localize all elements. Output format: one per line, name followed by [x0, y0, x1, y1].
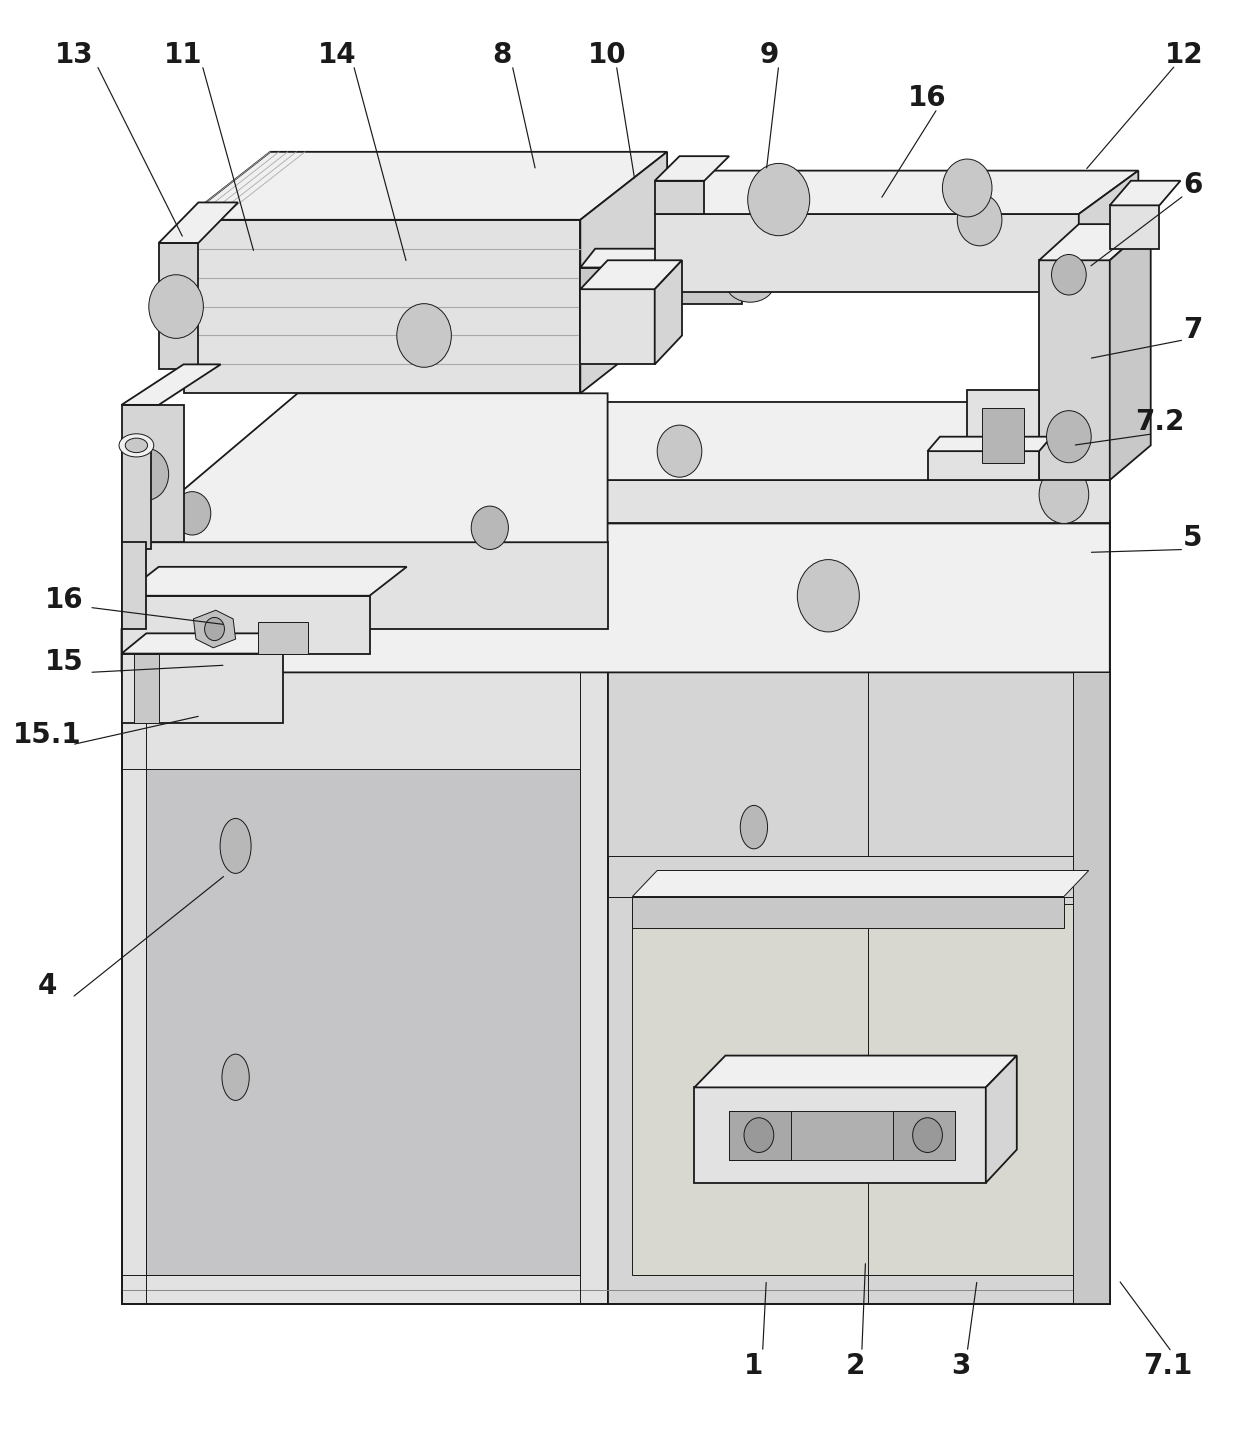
Text: 15: 15 — [45, 648, 84, 677]
Polygon shape — [655, 214, 1079, 292]
Ellipse shape — [125, 438, 148, 453]
Polygon shape — [122, 542, 146, 629]
Polygon shape — [298, 480, 1110, 523]
Text: 14: 14 — [317, 40, 357, 69]
Text: 7.1: 7.1 — [1143, 1352, 1193, 1381]
Polygon shape — [298, 402, 1110, 480]
Polygon shape — [580, 249, 756, 268]
Circle shape — [797, 560, 859, 632]
Polygon shape — [1110, 224, 1151, 480]
Polygon shape — [632, 870, 1089, 897]
Polygon shape — [122, 672, 608, 1304]
Polygon shape — [580, 289, 655, 364]
Polygon shape — [982, 408, 1024, 463]
Circle shape — [1052, 254, 1086, 295]
Text: 6: 6 — [1183, 171, 1203, 200]
Polygon shape — [694, 1056, 1017, 1087]
Polygon shape — [655, 156, 729, 181]
Polygon shape — [122, 567, 407, 596]
Polygon shape — [1110, 205, 1159, 249]
Text: 3: 3 — [951, 1352, 971, 1381]
Text: 12: 12 — [1164, 40, 1204, 69]
Polygon shape — [159, 243, 198, 369]
Text: 15.1: 15.1 — [12, 720, 82, 749]
Polygon shape — [1039, 260, 1110, 480]
Circle shape — [913, 1118, 942, 1152]
Ellipse shape — [740, 805, 768, 849]
Circle shape — [657, 425, 702, 477]
Polygon shape — [632, 904, 1085, 1275]
Text: 10: 10 — [588, 40, 627, 69]
Polygon shape — [146, 769, 580, 1275]
Polygon shape — [122, 633, 308, 654]
Polygon shape — [122, 654, 283, 723]
Polygon shape — [655, 171, 1138, 214]
Polygon shape — [580, 260, 682, 289]
Text: 7: 7 — [1183, 315, 1203, 344]
Polygon shape — [122, 448, 151, 549]
Polygon shape — [146, 769, 580, 1275]
Polygon shape — [122, 523, 1110, 672]
Polygon shape — [159, 202, 238, 243]
Text: 8: 8 — [492, 40, 512, 69]
Circle shape — [205, 617, 224, 641]
Polygon shape — [986, 1056, 1017, 1183]
Circle shape — [744, 1118, 774, 1152]
Text: 5: 5 — [1183, 523, 1203, 552]
Text: 4: 4 — [37, 972, 57, 1001]
Text: 16: 16 — [908, 84, 947, 113]
Text: 2: 2 — [846, 1352, 866, 1381]
Circle shape — [471, 506, 508, 549]
Polygon shape — [928, 451, 1039, 480]
Text: 1: 1 — [744, 1352, 764, 1381]
Circle shape — [957, 194, 1002, 246]
Polygon shape — [694, 1087, 986, 1183]
Ellipse shape — [725, 262, 775, 302]
Ellipse shape — [221, 818, 250, 873]
Polygon shape — [729, 1111, 955, 1160]
Polygon shape — [655, 260, 682, 364]
Polygon shape — [893, 1111, 955, 1160]
Polygon shape — [258, 622, 308, 654]
Polygon shape — [632, 897, 1064, 928]
Polygon shape — [122, 542, 608, 629]
Text: 9: 9 — [759, 40, 779, 69]
Polygon shape — [122, 393, 608, 542]
Polygon shape — [184, 220, 580, 393]
Text: 7.2: 7.2 — [1135, 408, 1184, 437]
Polygon shape — [967, 390, 1039, 480]
Circle shape — [1039, 466, 1089, 523]
Polygon shape — [1039, 224, 1151, 260]
Text: 16: 16 — [45, 586, 84, 615]
Polygon shape — [1110, 181, 1180, 205]
Polygon shape — [184, 152, 667, 220]
Circle shape — [748, 163, 810, 236]
Polygon shape — [193, 610, 236, 648]
Polygon shape — [580, 152, 667, 393]
Circle shape — [1047, 411, 1091, 463]
Ellipse shape — [119, 434, 154, 457]
Polygon shape — [928, 437, 1052, 451]
Polygon shape — [608, 856, 1110, 897]
Text: 11: 11 — [164, 40, 203, 69]
Polygon shape — [729, 1111, 791, 1160]
Circle shape — [124, 448, 169, 500]
Polygon shape — [122, 364, 221, 405]
Polygon shape — [122, 405, 184, 542]
Polygon shape — [655, 181, 704, 214]
Ellipse shape — [222, 1054, 249, 1100]
Polygon shape — [1079, 171, 1138, 292]
Polygon shape — [580, 268, 742, 304]
Polygon shape — [608, 672, 1110, 1304]
Circle shape — [149, 275, 203, 338]
Circle shape — [397, 304, 451, 367]
Circle shape — [942, 159, 992, 217]
Polygon shape — [1073, 672, 1110, 1304]
Polygon shape — [122, 596, 370, 654]
Text: 13: 13 — [55, 40, 94, 69]
Polygon shape — [134, 654, 159, 723]
Polygon shape — [122, 480, 298, 672]
Circle shape — [174, 492, 211, 535]
